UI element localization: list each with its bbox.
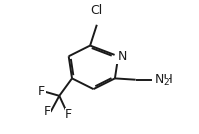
Text: F: F bbox=[65, 108, 72, 121]
Text: N: N bbox=[117, 50, 127, 63]
Text: 2: 2 bbox=[164, 78, 169, 87]
Text: NH: NH bbox=[155, 72, 174, 86]
Text: F: F bbox=[38, 85, 45, 98]
Text: Cl: Cl bbox=[91, 4, 103, 17]
Text: F: F bbox=[43, 105, 50, 118]
